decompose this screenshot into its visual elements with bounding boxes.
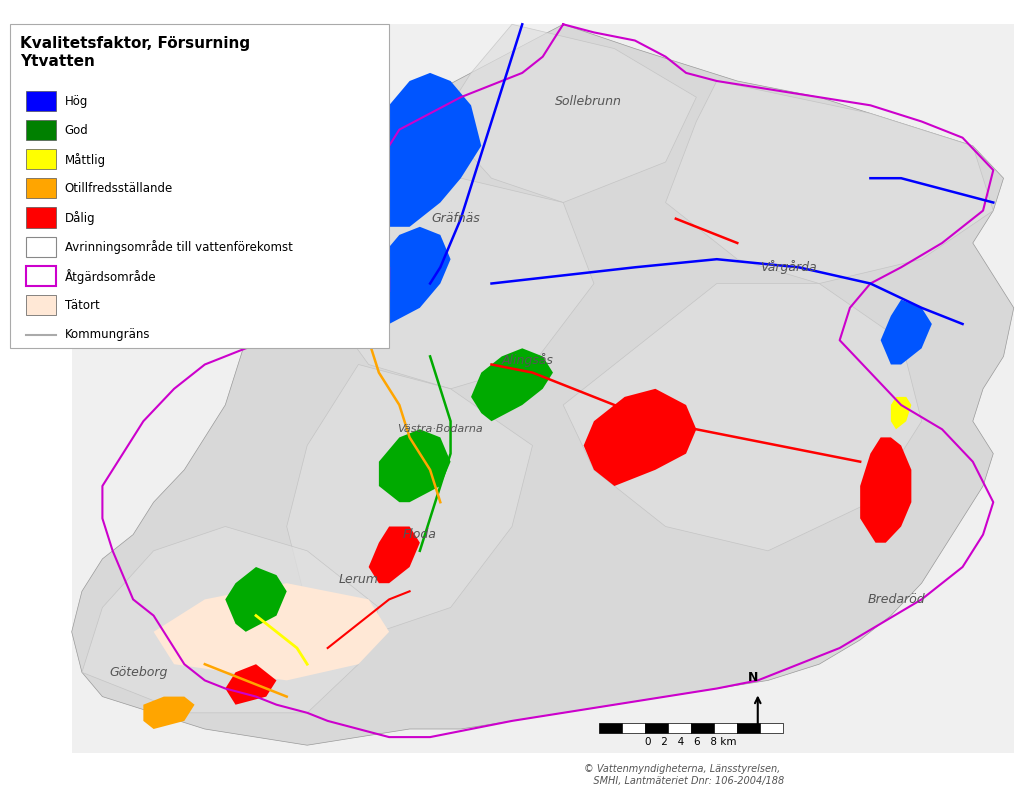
Polygon shape bbox=[860, 437, 911, 543]
Text: Bredaröd: Bredaröd bbox=[867, 593, 925, 606]
Polygon shape bbox=[338, 186, 379, 243]
Polygon shape bbox=[440, 24, 696, 202]
Polygon shape bbox=[881, 300, 932, 364]
FancyBboxPatch shape bbox=[645, 723, 668, 733]
FancyBboxPatch shape bbox=[691, 723, 714, 733]
FancyBboxPatch shape bbox=[26, 178, 56, 198]
Polygon shape bbox=[225, 567, 287, 632]
Polygon shape bbox=[154, 583, 389, 680]
Text: © Vattenmyndigheterna, Länsstyrelsen,
   SMHI, Lantmäteriet Dnr: 106-2004/188: © Vattenmyndigheterna, Länsstyrelsen, SM… bbox=[584, 764, 784, 786]
FancyBboxPatch shape bbox=[599, 723, 622, 733]
Text: Lerum: Lerum bbox=[339, 573, 378, 586]
Text: Floda: Floda bbox=[402, 528, 437, 541]
FancyBboxPatch shape bbox=[622, 723, 645, 733]
Polygon shape bbox=[369, 227, 451, 324]
Text: Göteborg: Göteborg bbox=[109, 666, 168, 679]
Polygon shape bbox=[379, 429, 451, 502]
Polygon shape bbox=[563, 284, 922, 551]
Text: Måttlig: Måttlig bbox=[65, 152, 105, 167]
Polygon shape bbox=[369, 73, 481, 227]
Text: Tätort: Tätort bbox=[65, 299, 99, 312]
Polygon shape bbox=[143, 697, 195, 729]
Text: Kvalitetsfaktor, Försurning
Ytvatten: Kvalitetsfaktor, Försurning Ytvatten bbox=[20, 36, 251, 69]
Text: Kommungräns: Kommungräns bbox=[65, 328, 150, 341]
Text: Avrinningsområde till vattenförekomst: Avrinningsområde till vattenförekomst bbox=[65, 240, 293, 254]
Polygon shape bbox=[287, 364, 532, 632]
Polygon shape bbox=[666, 81, 993, 284]
Text: N: N bbox=[748, 671, 758, 684]
FancyBboxPatch shape bbox=[737, 723, 760, 733]
FancyBboxPatch shape bbox=[26, 237, 56, 257]
Polygon shape bbox=[72, 24, 1014, 745]
Text: Västra·Bodarna: Västra·Bodarna bbox=[397, 424, 483, 434]
Text: Alingsås: Alingsås bbox=[502, 353, 553, 368]
FancyBboxPatch shape bbox=[26, 120, 56, 140]
Text: God: God bbox=[65, 124, 88, 137]
FancyBboxPatch shape bbox=[668, 723, 691, 733]
Text: Gräfnäs: Gräfnäs bbox=[431, 212, 480, 225]
FancyBboxPatch shape bbox=[715, 723, 737, 733]
Text: 0   2   4   6   8 km: 0 2 4 6 8 km bbox=[645, 737, 737, 747]
FancyBboxPatch shape bbox=[760, 723, 783, 733]
Text: Vårgårda: Vårgårda bbox=[760, 260, 817, 275]
Polygon shape bbox=[584, 389, 696, 486]
FancyBboxPatch shape bbox=[10, 24, 389, 348]
Polygon shape bbox=[72, 24, 1014, 753]
FancyBboxPatch shape bbox=[26, 149, 56, 169]
Text: Hög: Hög bbox=[65, 95, 88, 108]
FancyBboxPatch shape bbox=[26, 207, 56, 228]
Polygon shape bbox=[82, 526, 379, 713]
Text: Otillfredsställande: Otillfredsställande bbox=[65, 182, 173, 195]
FancyBboxPatch shape bbox=[26, 91, 56, 111]
FancyBboxPatch shape bbox=[26, 295, 56, 315]
Polygon shape bbox=[225, 664, 276, 705]
Polygon shape bbox=[328, 178, 594, 389]
Polygon shape bbox=[369, 526, 420, 583]
FancyBboxPatch shape bbox=[26, 266, 56, 286]
Text: Sollebrunn: Sollebrunn bbox=[555, 95, 623, 108]
Polygon shape bbox=[471, 348, 553, 421]
Text: Åtgärdsområde: Åtgärdsområde bbox=[65, 269, 156, 284]
Polygon shape bbox=[891, 397, 911, 429]
Text: Dålig: Dålig bbox=[65, 211, 95, 225]
